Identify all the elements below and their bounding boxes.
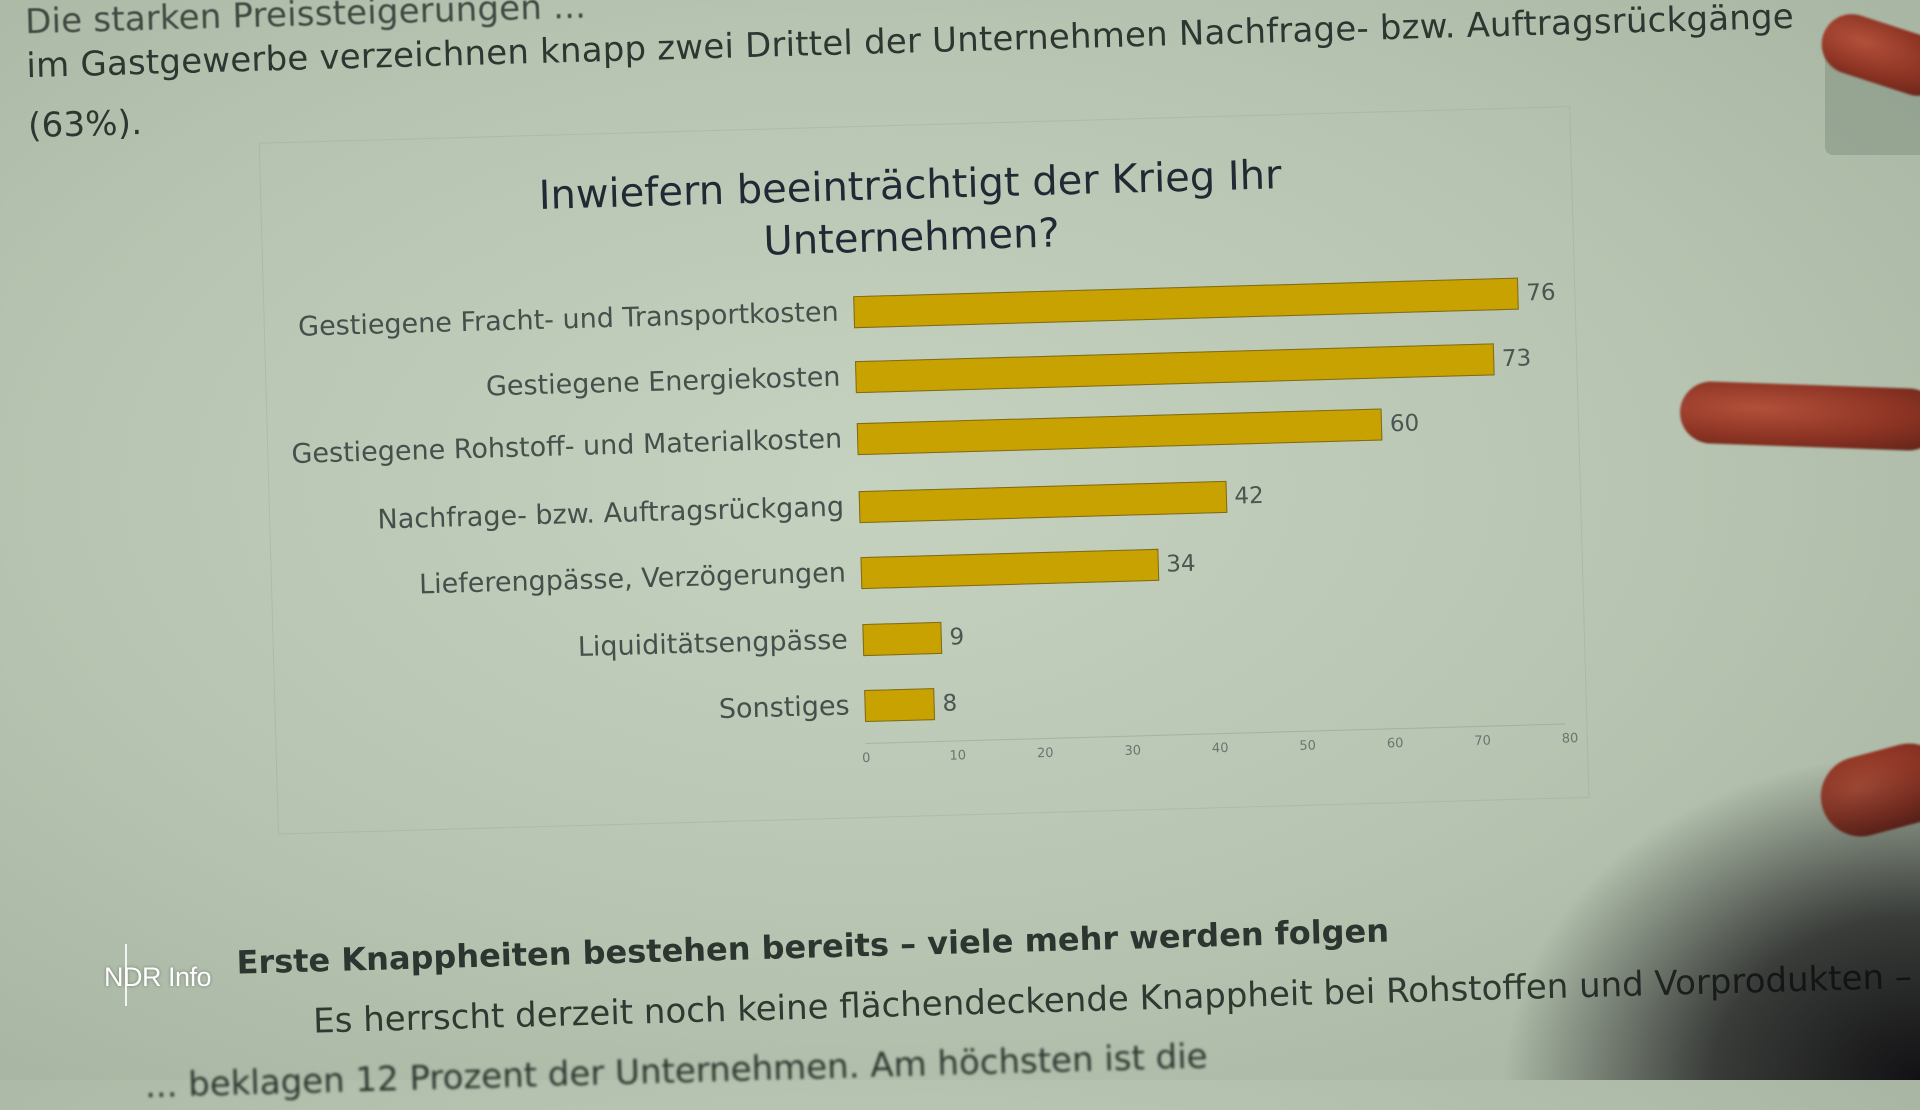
- body-line-2: ... beklagen 12 Prozent der Unternehmen.…: [144, 1036, 1209, 1107]
- x-tick-label: 60: [1386, 736, 1404, 752]
- x-tick-label: 0: [861, 750, 871, 767]
- x-tick-label: 50: [1299, 738, 1317, 754]
- value-label: 76: [1525, 279, 1556, 307]
- x-tick-label: 10: [949, 748, 967, 764]
- finger-pointing: [1678, 380, 1920, 452]
- x-tick-label: 80: [1561, 731, 1579, 747]
- logo-mark: [125, 944, 127, 1006]
- value-label: 73: [1501, 345, 1532, 373]
- value-label: 34: [1165, 550, 1196, 578]
- section-heading: Erste Knappheiten bestehen bereits – vie…: [236, 912, 1389, 982]
- value-label: 60: [1389, 410, 1420, 438]
- hand-shadow: [1500, 750, 1920, 1080]
- value-label: 42: [1234, 482, 1265, 510]
- value-label: 8: [942, 690, 958, 717]
- channel-logo-text: NDR Info: [104, 962, 212, 992]
- x-tick-label: 40: [1211, 740, 1229, 757]
- bar: [858, 480, 1227, 524]
- bar: [862, 621, 942, 657]
- bar: [860, 548, 1159, 590]
- x-tick-label: 20: [1036, 745, 1054, 762]
- value-label: 9: [949, 624, 965, 651]
- x-tick-label: 30: [1124, 743, 1142, 759]
- bar: [864, 688, 936, 723]
- channel-logo: NDR Info: [104, 944, 212, 1006]
- x-tick-label: 70: [1474, 733, 1492, 750]
- section-heading-text: Erste Knappheiten bestehen bereits – vie…: [236, 911, 1390, 982]
- paragraph-line-2: (63%).: [27, 103, 143, 147]
